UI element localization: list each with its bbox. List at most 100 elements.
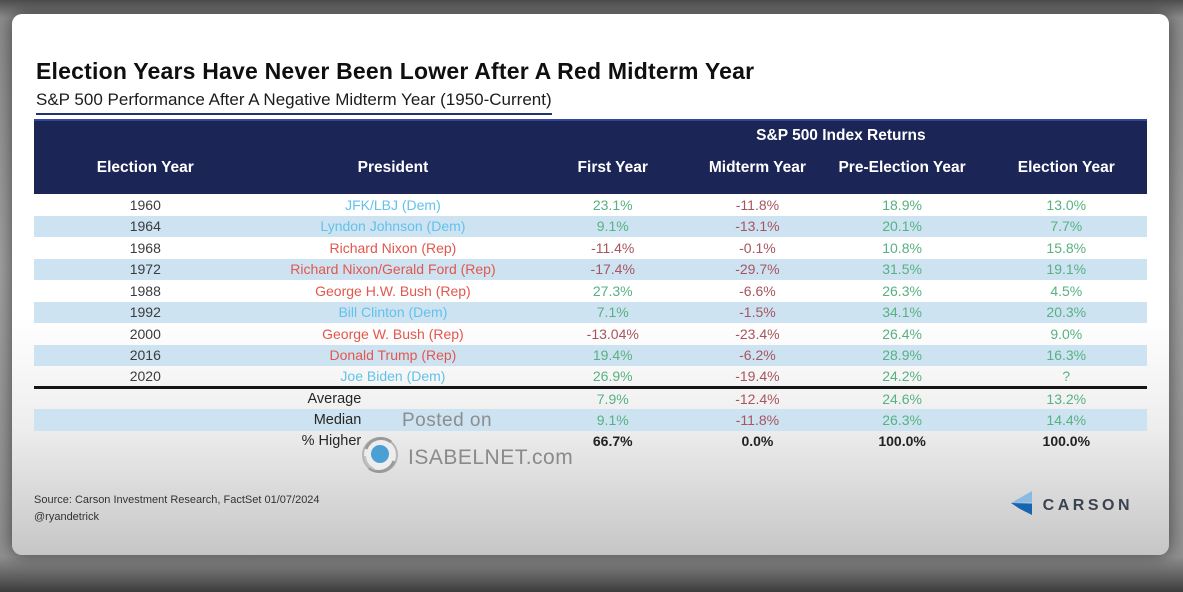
summary-value-cell: 66.7% (592, 433, 633, 450)
table-row: 1968 Richard Nixon (Rep) -11.4% -0.1% 10.8% 1… (34, 237, 1147, 259)
watermark: Posted on ISABELNET.com (360, 410, 573, 480)
summary-value-cell: 26.3% (882, 411, 922, 428)
summary-row: Average 7.9% -12.4% 24.6% 13.2% (34, 386, 1147, 409)
value-cell: 19.1% (1046, 261, 1087, 278)
president-cell: JFK/LBJ (Dem) (345, 196, 441, 213)
col-header-election-year: Election Year (96, 158, 194, 176)
returns-table: S&P 500 Index Returns Election Year Pres… (34, 119, 1147, 452)
summary-value-cell: 14.4% (1046, 411, 1087, 428)
year-cell: 1988 (129, 282, 161, 299)
value-cell: 7.1% (596, 304, 629, 321)
column-header-row: Election Year President First Year Midte… (34, 145, 1147, 194)
president-cell: Donald Trump (Rep) (329, 347, 457, 364)
value-cell: 15.8% (1046, 239, 1087, 256)
watermark-site-text: ISABELNET.com (408, 445, 574, 469)
table-row: 1960 JFK/LBJ (Dem) 23.1% -11.8% 18.9% 13.0% (34, 194, 1147, 216)
value-cell: 23.1% (592, 196, 633, 213)
summary-label-cell: Average (34, 386, 530, 409)
value-cell: 20.3% (1046, 304, 1087, 321)
summary-value-cell: 24.6% (818, 386, 986, 409)
slide-card: Election Years Have Never Been Lower Aft… (12, 14, 1169, 555)
group-header-label: S&P 500 Index Returns (696, 119, 986, 145)
value-cell: -6.6% (739, 282, 776, 299)
summary-value-cell: 0.0% (741, 433, 774, 450)
president-cell: Lyndon Johnson (Dem) (320, 218, 466, 235)
year-cell: 1960 (129, 196, 161, 213)
year-cell: 2020 (129, 368, 161, 384)
summary-body: Average 7.9% -12.4% 24.6% 13.2% Median 9.1% -11… (34, 386, 1147, 453)
table-row: 2016 Donald Trump (Rep) 19.4% -6.2% 28.9% 16.… (34, 344, 1147, 366)
value-cell: -13.1% (735, 218, 780, 235)
president-cell: Richard Nixon/Gerald Ford (Rep) (290, 261, 496, 278)
table-header: S&P 500 Index Returns Election Year Pres… (34, 119, 1147, 194)
value-cell: 26.4% (882, 325, 922, 342)
table-row: 1988 George H.W. Bush (Rep) 27.3% -6.6% 26.3… (34, 280, 1147, 302)
summary-value-cell: 9.1% (596, 411, 629, 428)
year-cell: 1972 (129, 261, 161, 278)
table-row: 2000 George W. Bush (Rep) -13.04% -23.4% 26.… (34, 323, 1147, 345)
value-cell: 18.9% (882, 196, 922, 213)
summary-value-cell: 7.9% (529, 386, 697, 409)
value-cell: 31.5% (882, 261, 922, 278)
value-cell: 7.7% (1050, 218, 1083, 235)
year-cell: 1992 (129, 304, 161, 321)
year-cell: 1964 (129, 218, 161, 235)
table-row: 1964 Lyndon Johnson (Dem) 9.1% -13.1% 20.1% 7… (34, 215, 1147, 237)
summary-row: Median 9.1% -11.8% 26.3% 14.4% (34, 409, 1147, 431)
value-cell: 28.9% (882, 347, 922, 364)
carson-chevron-icon (1007, 490, 1033, 521)
value-cell: 34.1% (882, 304, 922, 321)
table-body: 1960 JFK/LBJ (Dem) 23.1% -11.8% 18.9% 13.0% 19… (34, 194, 1147, 388)
group-header-spacer (985, 119, 1147, 145)
table-row: 2020 Joe Biden (Dem) 26.9% -19.4% 24.2%? (34, 366, 1147, 388)
source-text: Source: Carson Investment Research, Fact… (34, 494, 320, 506)
col-header-election-year-return: Election Year (1017, 158, 1115, 176)
isabelnet-logo-icon (360, 435, 400, 480)
source-block: Source: Carson Investment Research, Fact… (34, 492, 320, 526)
value-cell: -0.1% (739, 239, 776, 256)
summary-value-cell: 100.0% (878, 433, 926, 450)
page-title: Election Years Have Never Been Lower Aft… (36, 58, 755, 84)
value-cell: 20.1% (882, 218, 922, 235)
col-header-president: President (357, 158, 429, 176)
author-handle: @ryandetrick (34, 511, 99, 524)
carson-brand: CARSON (1007, 490, 1133, 521)
value-cell: -17.4% (590, 261, 635, 278)
summary-label-cell: Median (313, 411, 362, 428)
president-cell: Joe Biden (Dem) (340, 368, 446, 384)
president-cell: Bill Clinton (Dem) (338, 304, 448, 321)
president-cell: George W. Bush (Rep) (322, 325, 464, 342)
value-cell: 16.3% (1046, 347, 1087, 364)
value-cell: 19.4% (592, 347, 633, 364)
value-cell: 9.1% (596, 218, 629, 235)
value-cell: -19.4% (735, 368, 780, 384)
summary-value-cell: 100.0% (1042, 433, 1091, 450)
summary-value-cell: 13.2% (985, 386, 1147, 409)
col-header-midterm-year: Midterm Year (708, 158, 806, 176)
group-header-spacer (34, 119, 697, 145)
value-cell: 13.0% (1046, 196, 1087, 213)
page-subtitle: S&P 500 Performance After A Negative Mid… (36, 90, 552, 115)
value-cell: -11.8% (735, 196, 780, 213)
watermark-posted-on: Posted on (402, 410, 493, 431)
summary-value-cell: -11.8% (735, 411, 780, 428)
president-cell: George H.W. Bush (Rep) (315, 282, 471, 299)
value-cell: -29.7% (735, 261, 780, 278)
value-cell: 4.5% (1050, 282, 1083, 299)
value-cell: 27.3% (592, 282, 633, 299)
value-cell: -6.2% (739, 347, 776, 364)
year-cell: 1968 (129, 239, 161, 256)
group-header-row: S&P 500 Index Returns (34, 119, 1147, 145)
col-header-pre-election-year: Pre-Election Year (838, 158, 966, 176)
value-cell: 24.2% (882, 368, 922, 384)
year-cell: 2016 (129, 347, 161, 364)
summary-label-cell: % Higher (301, 433, 362, 450)
value-cell: -23.4% (735, 325, 780, 342)
value-cell: -13.04% (586, 325, 639, 342)
table-row: 1972 Richard Nixon/Gerald Ford (Rep) -17.4… (34, 258, 1147, 280)
value-cell: ? (1062, 368, 1071, 384)
value-cell: 26.9% (592, 368, 633, 384)
table-row: 1992 Bill Clinton (Dem) 7.1% -1.5% 34.1% 20.3… (34, 301, 1147, 323)
president-cell: Richard Nixon (Rep) (329, 239, 457, 256)
